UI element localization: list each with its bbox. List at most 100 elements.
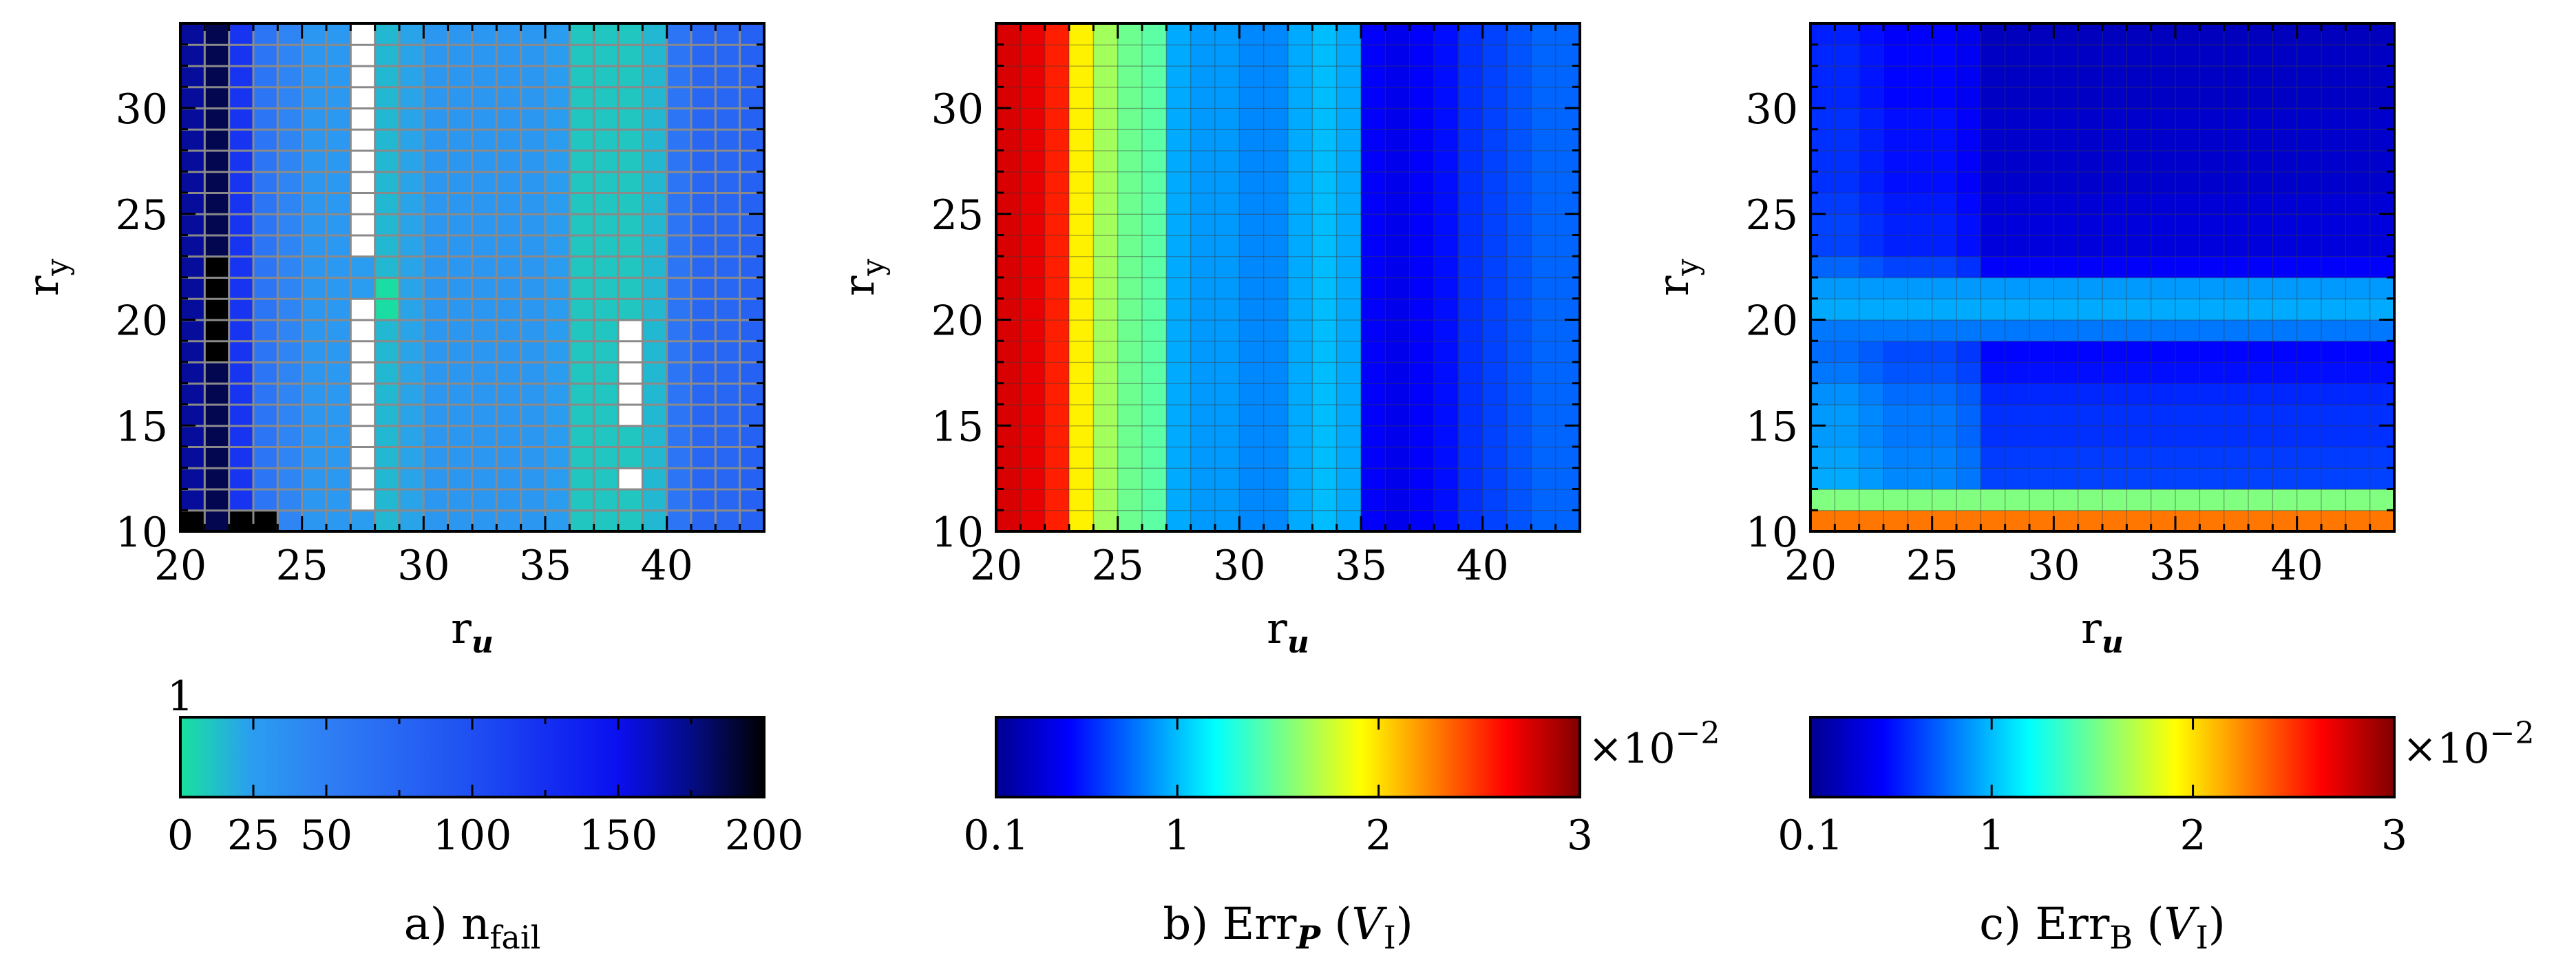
heatmap-cell: [1554, 107, 1581, 130]
heatmap-cell: [2345, 319, 2371, 342]
heatmap-cell: [2296, 488, 2323, 511]
heatmap-cell: [252, 255, 279, 279]
heatmap-cell: [2223, 86, 2250, 109]
heatmap-cell: [1311, 44, 1338, 67]
heatmap-cell: [1360, 107, 1386, 130]
heatmap-cell: [2296, 361, 2323, 384]
heatmap-cell: [1554, 446, 1581, 469]
heatmap-cell: [1506, 361, 1532, 384]
heatmap-cell: [2296, 44, 2323, 67]
heatmap-cell: [471, 382, 498, 406]
heatmap-cell: [1530, 44, 1556, 67]
heatmap-cell: [641, 488, 668, 512]
heatmap-cell: [1433, 319, 1459, 342]
heatmap-cell: [1408, 234, 1435, 257]
y-tick-label: 25: [116, 191, 168, 240]
heatmap-cell: [1457, 192, 1484, 215]
heatmap-cell: [1068, 319, 1095, 342]
heatmap-cell: [2199, 340, 2225, 363]
heatmap-cell: [2053, 44, 2079, 67]
heatmap-cell: [995, 171, 1022, 194]
heatmap-cell: [2102, 319, 2128, 342]
heatmap-cell: [2126, 65, 2152, 88]
heatmap-cell: [179, 319, 207, 343]
y-axis-label-sub: y: [1670, 259, 1705, 277]
heatmap-cell: [1020, 467, 1046, 490]
heatmap-cell: [1092, 192, 1119, 215]
heatmap-cell: [1980, 149, 2006, 173]
heatmap-cell: [228, 255, 255, 279]
heatmap-cell: [666, 85, 693, 109]
heatmap-cell: [666, 191, 693, 215]
heatmap-cell: [1530, 213, 1556, 236]
heatmap-cell: [1165, 361, 1192, 384]
heatmap-cell: [1980, 425, 2006, 448]
heatmap-cell: [1506, 488, 1532, 511]
x-tick-label: 20: [154, 542, 207, 590]
heatmap-cell: [1360, 192, 1386, 215]
heatmap-cell: [179, 85, 207, 109]
heatmap-cell: [1141, 149, 1168, 173]
heatmap-cell: [2272, 467, 2298, 490]
heatmap-cell: [252, 361, 279, 385]
heatmap-cell: [1481, 171, 1508, 194]
heatmap-cell: [1384, 488, 1411, 511]
heatmap-cell: [2345, 107, 2371, 130]
heatmap-cell: [325, 43, 352, 67]
heatmap-cell: [1141, 171, 1168, 194]
heatmap-cell: [2175, 107, 2201, 130]
heatmap-cell: [2077, 319, 2104, 342]
heatmap-cell: [2296, 319, 2323, 342]
heatmap-cell: [1530, 277, 1556, 299]
heatmap-cell: [2369, 65, 2396, 88]
heatmap-cell: [714, 467, 741, 491]
heatmap-cell: [471, 297, 498, 321]
heatmap-cell: [1980, 319, 2006, 342]
heatmap-cell: [1165, 171, 1192, 194]
heatmap-cell: [1311, 149, 1338, 173]
heatmap-cell: [568, 403, 595, 427]
heatmap-cell: [1384, 298, 1411, 321]
heatmap-cell: [1481, 255, 1508, 279]
heatmap-cell: [1907, 171, 1933, 194]
heatmap-cell: [1408, 192, 1435, 215]
x-axis-label-sub: u: [2102, 625, 2124, 660]
heatmap-cell: [1044, 277, 1070, 299]
heatmap-cell: [1287, 234, 1313, 257]
heatmap-cell: [1117, 129, 1143, 151]
heatmap-cell: [1457, 171, 1484, 194]
heatmap-cell: [2029, 23, 2055, 45]
heatmap-cell: [568, 85, 595, 109]
heatmap-cell: [1883, 234, 1909, 257]
heatmap-cell: [2248, 467, 2274, 490]
heatmap-cell: [228, 149, 255, 173]
heatmap-cell: [1117, 171, 1143, 194]
axis-ticks: [995, 22, 1581, 533]
heatmap-cell: [1858, 107, 1885, 130]
heatmap-cell: [471, 467, 498, 491]
heatmap-cell: [1092, 149, 1119, 173]
heatmap-cell: [2321, 403, 2347, 427]
x-axis-label-sub: u: [472, 625, 494, 660]
heatmap-cell: [1834, 340, 1860, 363]
heatmap-cell: [228, 339, 255, 363]
heatmap-cell: [1980, 129, 2006, 151]
heatmap-cell: [422, 255, 450, 279]
heatmap-cell: [1190, 403, 1216, 427]
axis-ticks: [1809, 22, 2396, 533]
colorbar-ticks: [1809, 717, 2396, 797]
heatmap-cell: [1360, 23, 1386, 45]
heatmap-cell: [1554, 192, 1581, 215]
y-tick-label: 20: [931, 297, 984, 346]
caption-sub: P: [1295, 919, 1321, 956]
heatmap-cell: [374, 22, 401, 46]
heatmap-cell: [1433, 340, 1459, 363]
heatmap-cell: [398, 255, 425, 279]
heatmap-cell: [203, 403, 231, 427]
heatmap-cell: [714, 85, 741, 109]
heatmap-cell: [520, 403, 547, 427]
x-axis-label: ru: [2081, 603, 2124, 660]
heatmap-cell: [276, 107, 304, 131]
heatmap-cell: [2321, 446, 2347, 469]
heatmap-cell: [714, 65, 741, 89]
